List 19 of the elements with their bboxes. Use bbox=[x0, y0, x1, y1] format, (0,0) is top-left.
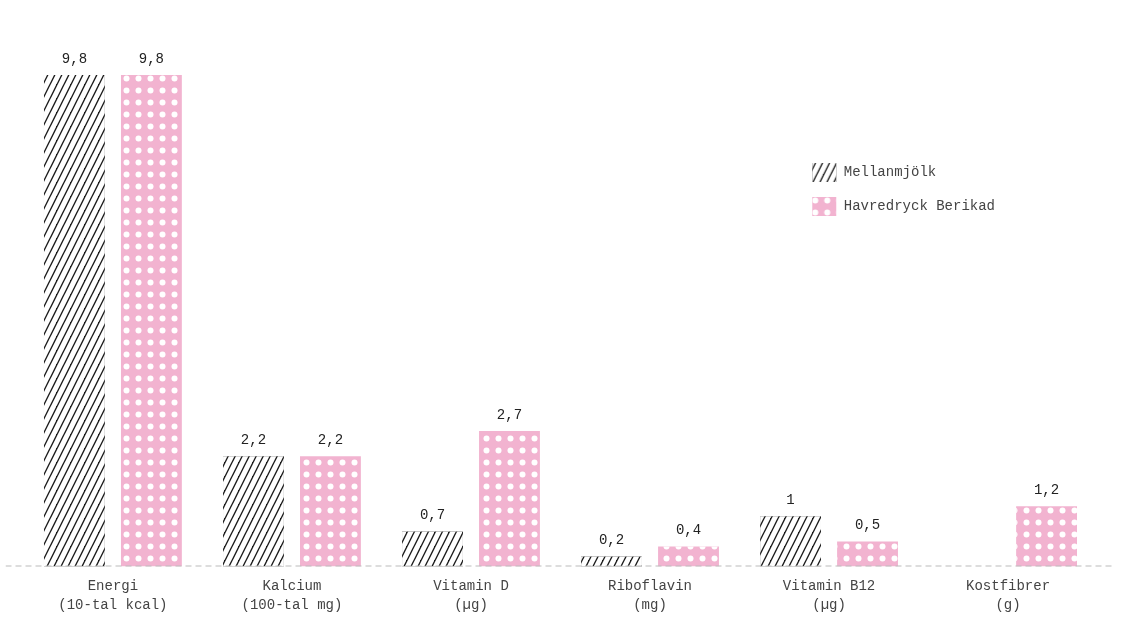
data-label: 1 bbox=[786, 492, 795, 509]
legend-label: Mellanmjölk bbox=[843, 164, 937, 180]
x-tick-label: Kalcium (100-tal mg) bbox=[241, 577, 343, 613]
data-label: 0,5 bbox=[854, 517, 881, 534]
data-label: 2,2 bbox=[317, 432, 344, 449]
x-tick-label: Vitamin B12 (µg) bbox=[782, 577, 876, 613]
data-label: 9,8 bbox=[61, 50, 88, 67]
data-label: 2,7 bbox=[496, 407, 523, 424]
data-label: 2,2 bbox=[240, 432, 267, 449]
data-label: 1,2 bbox=[1033, 482, 1060, 499]
x-tick-label: Vitamin D (µg) bbox=[433, 577, 509, 613]
x-tick-label: Riboflavin (mg) bbox=[608, 577, 693, 613]
data-label: 0,2 bbox=[598, 532, 625, 549]
data-label: 9,8 bbox=[138, 50, 165, 67]
x-tick-label: Kostfibrer (g) bbox=[966, 577, 1051, 613]
data-label: 0,7 bbox=[419, 507, 446, 524]
data-label: 0,4 bbox=[675, 522, 702, 539]
x-tick-label: Energi (10-tal kcal) bbox=[58, 577, 168, 613]
legend-label: Havredryck Berikad bbox=[843, 198, 995, 214]
